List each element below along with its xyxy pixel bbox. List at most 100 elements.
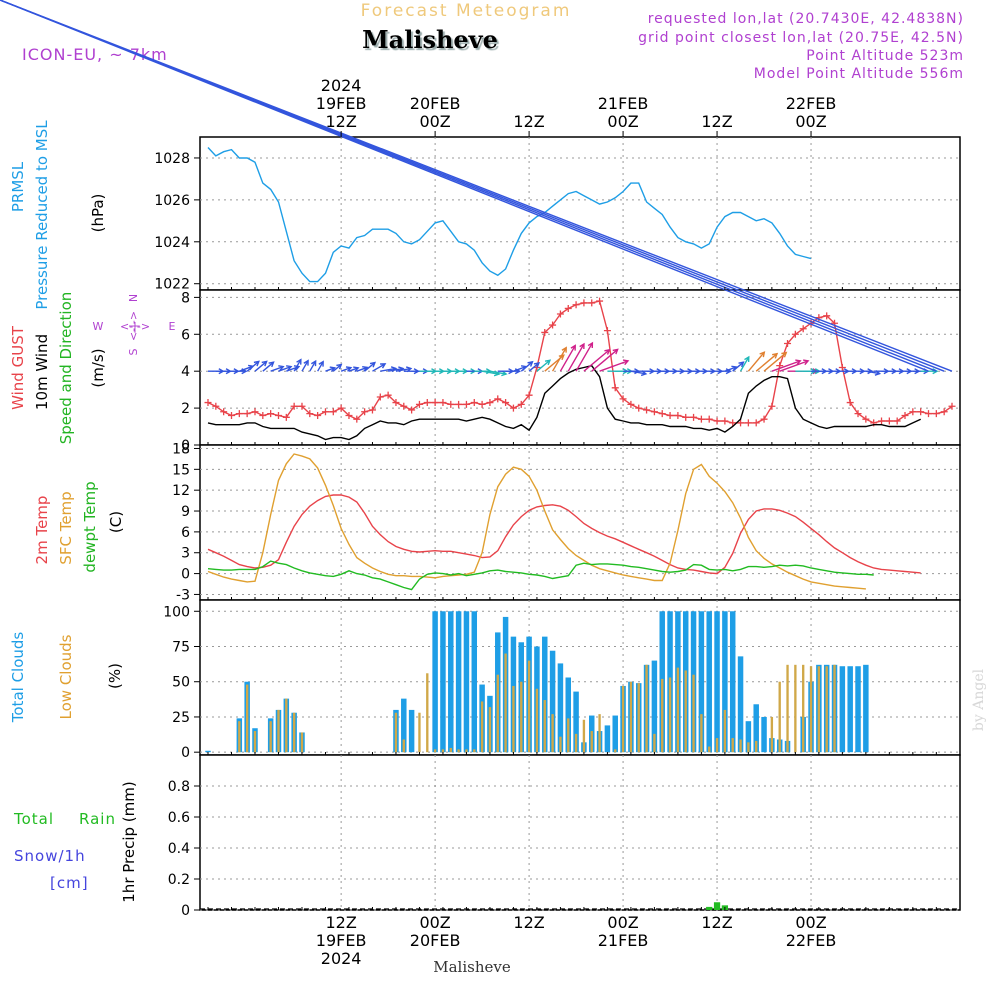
gust-marker	[854, 410, 862, 418]
wind-arrow	[528, 362, 540, 372]
bottom-time-label: 00Z	[795, 913, 826, 932]
series-2m-temp	[207, 494, 921, 575]
direction-label: Speed and Direction	[57, 292, 75, 445]
gust-marker	[306, 410, 314, 418]
wind-arrow	[372, 363, 386, 372]
low-cloud-bar	[465, 749, 468, 753]
gust-marker	[572, 301, 580, 309]
gust-marker	[697, 415, 705, 423]
gust-marker	[580, 299, 588, 307]
low-cloud-bar	[747, 742, 750, 753]
wind-arrow	[317, 361, 324, 372]
wind-arrow	[732, 361, 744, 372]
wind-arrow-head	[544, 359, 552, 366]
gust-marker	[478, 400, 486, 408]
wind-arrow	[388, 367, 404, 372]
bottom-time-label: 12Z	[701, 913, 732, 932]
temperature-ytick-label: -3	[176, 587, 190, 603]
compass-ns-arrows: <-|->	[127, 311, 140, 341]
gust-marker	[909, 408, 917, 416]
model-name: ICON-EU, ~ 7km	[22, 45, 168, 64]
gust-marker	[611, 384, 619, 392]
legend-rain: Rain	[79, 810, 116, 828]
total-cloud-bar	[722, 611, 728, 753]
low-cloud-bar	[285, 698, 288, 753]
gust-marker	[517, 400, 525, 408]
wind-arrow-head	[622, 359, 630, 366]
series-10m-wind	[207, 364, 921, 441]
total-cloud-bar	[706, 611, 712, 753]
temperature-ytick-label: 12	[172, 483, 190, 499]
gust-marker	[948, 402, 956, 410]
temperature-labels: 2m Temp SFC Temp dewpt Temp (C)	[33, 481, 125, 572]
product-title: Forecast Meteogram	[361, 1, 572, 21]
wind-arrow	[591, 348, 619, 372]
wind-arrow-head	[558, 354, 565, 361]
wind-arrow-head	[772, 352, 779, 359]
gust-marker	[470, 399, 478, 407]
wind-labels: Wind GUST 10m Wind Speed and Direction (…	[9, 292, 176, 445]
legend-total: Total	[13, 810, 54, 828]
wind-arrow	[309, 360, 317, 372]
wind-ytick-label: 2	[181, 401, 190, 417]
gust-marker	[650, 408, 658, 416]
low-cloud-bar	[520, 681, 523, 753]
gust-marker	[423, 399, 431, 407]
axis-layer: 102210241026102802468-303691215180255075…	[154, 76, 937, 968]
bottom-time-label: 21FEB	[598, 931, 649, 950]
temperature-ytick-label: 3	[181, 546, 190, 562]
wind-arrow-head	[533, 362, 541, 368]
compass-south: S	[127, 348, 140, 355]
total-cloud-bar	[855, 666, 861, 753]
wind-arrow	[239, 365, 254, 372]
gust-marker	[408, 406, 416, 414]
precip-ytick-label: 0.6	[168, 810, 190, 826]
gust-marker	[925, 410, 933, 418]
gust-marker	[885, 417, 893, 425]
gust-marker	[447, 400, 455, 408]
low-cloud-bar	[692, 674, 695, 753]
gust-marker	[235, 410, 243, 418]
bottom-time-label: 20FEB	[410, 931, 461, 950]
precip-bar	[713, 902, 721, 910]
wind-arrow-head	[286, 365, 293, 371]
low-cloud-bar	[825, 666, 828, 753]
gust-marker	[658, 410, 666, 418]
low-cloud-bar	[433, 749, 437, 753]
precip-labels: 1hr Precip (mm) Total Rain Snow/1h [cm]	[13, 781, 138, 902]
temperature-frame	[199, 444, 961, 601]
total-cloud-bar	[753, 704, 759, 753]
top-time-label: 22FEB	[786, 94, 837, 113]
gust-marker	[690, 413, 698, 421]
pressure-unit: (hPa)	[89, 194, 107, 233]
wind-arrow-head	[345, 366, 353, 372]
gust-marker	[760, 415, 768, 423]
low-cloud-bar	[559, 736, 562, 753]
low-cloud-bar	[778, 681, 781, 753]
gust-marker	[627, 400, 635, 408]
gust-marker	[603, 327, 611, 335]
total-cloud-bar	[604, 725, 611, 753]
top-time-label: 12Z	[513, 112, 544, 131]
wind-arrow	[865, 370, 880, 375]
total-cloud-bar	[847, 666, 853, 753]
gust-marker	[439, 399, 447, 407]
gust-marker	[251, 408, 259, 416]
compass-north: N	[127, 294, 140, 302]
wind-arrow	[755, 353, 778, 372]
top-time-label: 21FEB	[598, 94, 649, 113]
top-time-label: 20FEB	[410, 94, 461, 113]
gust-marker	[838, 364, 846, 371]
gust-marker	[635, 404, 643, 412]
precip-ytick-label: 0	[181, 903, 190, 919]
total-cloud-bar	[729, 611, 736, 753]
low-cloud-bar	[441, 749, 445, 753]
total-cloud-bar	[651, 660, 658, 753]
low-cloud-bar	[512, 685, 515, 753]
wind-arrow	[567, 343, 585, 372]
low-cloud-bar	[700, 714, 703, 753]
temperature-ytick-label: 9	[181, 504, 190, 520]
gust-marker	[220, 408, 228, 416]
gust-marker	[619, 395, 627, 403]
top-time-label: 00Z	[795, 112, 826, 131]
